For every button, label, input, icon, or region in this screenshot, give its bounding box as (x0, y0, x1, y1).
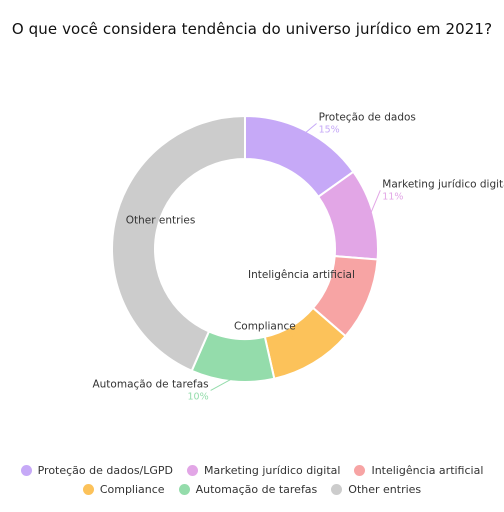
slice-value-automacao-de-tarefas: 10% (188, 391, 209, 402)
legend-item-inteligencia-artificial[interactable]: Inteligência artificial (354, 464, 483, 477)
legend-label: Compliance (99, 483, 165, 496)
chart-title: O que você considera tendência do univer… (11, 20, 493, 38)
legend-row: Compliance Automação de tarefas Other entr… (0, 483, 504, 496)
legend: Proteção de dados/LGPD Marketing jurídico… (0, 464, 504, 502)
legend-swatch (187, 465, 199, 476)
slice-label-inteligencia-artificial: Inteligência artificial (248, 269, 355, 281)
slice-other-entries (111, 114, 246, 373)
slice-label-marketing-juridico-digital: Marketing jurídico digital (382, 178, 504, 190)
legend-swatch (178, 484, 190, 495)
legend-item-marketing-juridico-digital[interactable]: Marketing jurídico digital (187, 464, 340, 477)
leader-line-protecao-de-dados-lgpd (304, 123, 317, 134)
legend-swatch (82, 484, 94, 495)
leader-lines (117, 123, 381, 391)
legend-item-compliance[interactable]: Compliance (82, 483, 165, 496)
legend-swatch (331, 484, 343, 495)
legend-swatch (354, 465, 366, 476)
legend-swatch (20, 465, 32, 476)
legend-label: Automação de tarefas (195, 483, 318, 496)
legend-item-automacao-de-tarefas[interactable]: Automação de tarefas (178, 483, 318, 496)
legend-label: Marketing jurídico digital (204, 464, 341, 477)
slice-value-other-entries: 43% (126, 227, 147, 238)
leader-line-automacao-de-tarefas (210, 377, 233, 391)
slice-value-protecao-de-dados-lgpd: 15% (319, 124, 340, 135)
legend-label: Other entries (348, 483, 422, 496)
slice-value-marketing-juridico-digital: 11% (382, 191, 403, 202)
slice-label-other-entries: Other entries (126, 214, 196, 226)
donut-slices (111, 114, 379, 383)
leader-line-compliance (297, 332, 313, 361)
slice-value-inteligencia-artificial: 10% (334, 282, 355, 293)
legend-item-other-entries[interactable]: Other entries (331, 483, 421, 496)
slice-label-protecao-de-dados-lgpd: Proteção de dados (319, 111, 416, 123)
slice-label-compliance: Compliance (234, 321, 296, 333)
leader-line-other-entries (117, 221, 125, 227)
legend-label: Inteligência artificial (371, 464, 484, 477)
legend-item-protecao-de-dados-lgpd[interactable]: Proteção de dados/LGPD (20, 464, 174, 477)
slice-label-automacao-de-tarefas: Automação de tarefas (92, 378, 208, 390)
legend-label: Proteção de dados/LGPD (37, 464, 174, 477)
leader-line-inteligencia-artificial (356, 281, 366, 300)
leader-line-marketing-juridico-digital (369, 190, 381, 215)
slice-value-compliance: 10% (275, 334, 296, 345)
legend-row: Proteção de dados/LGPD Marketing jurídico… (0, 464, 504, 477)
